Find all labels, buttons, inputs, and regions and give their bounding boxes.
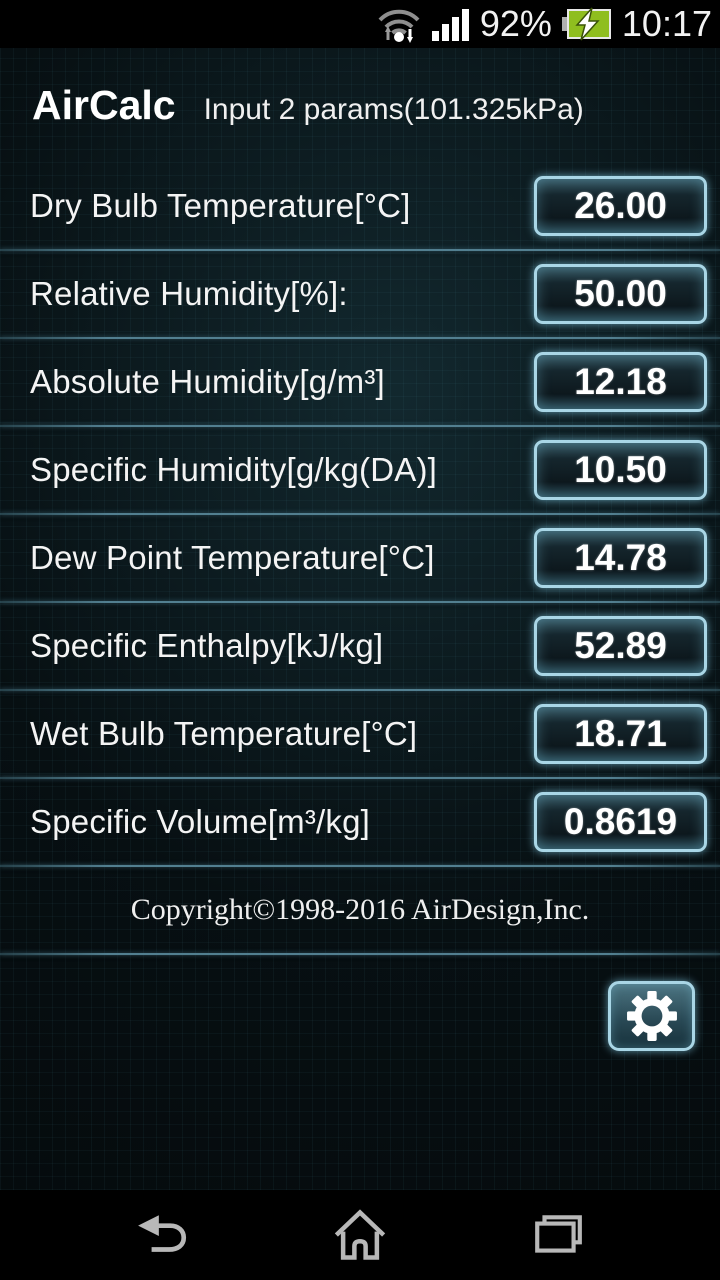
dry-bulb-temperature-field[interactable]: 26.00 [534,176,707,236]
row-divider [0,425,720,427]
nav-back-button[interactable] [118,1190,208,1280]
row-label: Wet Bulb Temperature[°C] [30,715,418,752]
row-divider [0,337,720,339]
battery-charging-icon [561,7,611,41]
row-label: Specific Enthalpy[kJ/kg] [30,627,384,664]
row-divider [0,777,720,779]
android-nav-bar [0,1190,720,1280]
home-icon [334,1209,386,1260]
nav-home-button[interactable] [315,1190,405,1280]
signal-strength-icon [431,9,469,41]
row-relative-humidity: Relative Humidity[%]: 50.00 [0,254,720,334]
row-absolute-humidity: Absolute Humidity[g/m³] 12.18 [0,342,720,422]
row-label: Dry Bulb Temperature[°C] [30,187,411,224]
row-label: Absolute Humidity[g/m³] [30,363,385,400]
gear-icon [625,990,678,1042]
row-divider [0,249,720,251]
row-label: Specific Humidity[g/kg(DA)] [30,451,438,488]
specific-volume-field[interactable]: 0.8619 [534,792,707,852]
app-subtitle: Input 2 params(101.325kPa) [203,93,584,126]
copyright-text: Copyright©1998-2016 AirDesign,Inc. [130,893,590,926]
wifi-icon [378,9,420,43]
absolute-humidity-field[interactable]: 12.18 [534,352,707,412]
row-label: Specific Volume[m³/kg] [30,803,371,840]
back-icon [138,1215,187,1252]
row-specific-humidity: Specific Humidity[g/kg(DA)] 10.50 [0,430,720,510]
row-specific-enthalpy: Specific Enthalpy[kJ/kg] 52.89 [0,606,720,686]
footer-divider [0,953,720,955]
row-dew-point-temperature: Dew Point Temperature[°C] 14.78 [0,518,720,598]
clock: 10:17 [621,3,712,44]
settings-button[interactable] [608,981,695,1051]
row-divider [0,513,720,515]
app-header: AirCalc Input 2 params(101.325kPa) [0,48,720,166]
settings-row [0,958,720,1051]
row-wet-bulb-temperature: Wet Bulb Temperature[°C] 18.71 [0,694,720,774]
aircalc-app: AirCalc Input 2 params(101.325kPa) Dry B… [0,48,720,1190]
battery-percent: 92% [479,3,552,44]
wet-bulb-temperature-field[interactable]: 18.71 [534,704,707,764]
status-bar: 92% 10:17 [0,0,720,48]
row-divider [0,865,720,867]
relative-humidity-field[interactable]: 50.00 [534,264,707,324]
row-divider [0,601,720,603]
row-label: Relative Humidity[%]: [30,275,348,312]
recents-icon [535,1215,582,1253]
row-specific-volume: Specific Volume[m³/kg] 0.8619 [0,782,720,862]
row-dry-bulb-temperature: Dry Bulb Temperature[°C] 26.00 [0,166,720,246]
row-divider [0,689,720,691]
specific-enthalpy-field[interactable]: 52.89 [534,616,707,676]
app-title: AirCalc [32,82,176,128]
row-label: Dew Point Temperature[°C] [30,539,435,576]
dew-point-temperature-field[interactable]: 14.78 [534,528,707,588]
specific-humidity-field[interactable]: 10.50 [534,440,707,500]
nav-recents-button[interactable] [513,1190,603,1280]
